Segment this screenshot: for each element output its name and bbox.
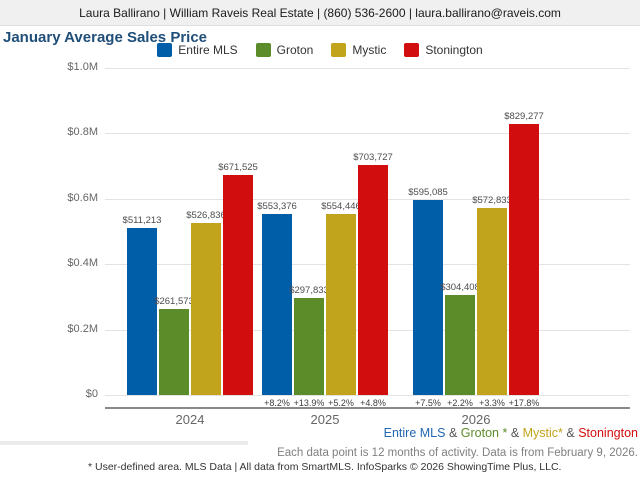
y-axis-tick-label: $0.8M (67, 126, 98, 138)
series-summary-segment: Groton * (460, 426, 508, 440)
bar-wrap: $526,836 (186, 210, 226, 395)
y-axis-tick-label: $1.0M (67, 61, 98, 73)
bar-wrap: $829,277 +17.8% (504, 111, 544, 408)
bar-groton-2026[interactable] (445, 295, 475, 395)
bar-stonington-2024[interactable] (223, 175, 253, 395)
bar-wrap: $703,727 +4.8% (353, 152, 393, 408)
legend-item-groton[interactable]: Groton (255, 43, 314, 57)
series-summary-segment: & (445, 426, 461, 440)
pct-change-label: +7.5% (415, 398, 441, 408)
data-note: Each data point is 12 months of activity… (277, 447, 638, 459)
legend-swatch (157, 43, 173, 57)
value-label: $829,277 (504, 111, 544, 122)
pct-change-label: +3.3% (479, 398, 505, 408)
bar-mystic-2026[interactable] (477, 208, 507, 395)
pct-change-label: +4.8% (360, 398, 386, 408)
y-axis-tick-label: $0.6M (67, 192, 98, 204)
legend-swatch (331, 43, 347, 57)
bar-wrap: $554,446 +5.2% (321, 201, 361, 408)
bar-wrap: $595,085 +7.5% (408, 187, 448, 408)
chart-bottom-edge (0, 441, 248, 445)
value-label: $261,573 (154, 296, 194, 307)
x-axis-label-2024: 2024 (175, 412, 205, 427)
contact-text: Laura Ballirano | William Raveis Real Es… (79, 5, 561, 20)
bar-wrap: $572,833 +3.3% (472, 195, 512, 408)
value-label: $671,525 (218, 162, 258, 173)
series-summary-segment: & (507, 426, 523, 440)
bar-wrap: $553,376 +8.2% (257, 201, 297, 408)
x-axis-label-2026: 2026 (461, 412, 491, 427)
bar-wrap: $671,525 (218, 162, 258, 395)
legend-label: Groton (276, 43, 314, 57)
pct-change-label: +5.2% (328, 398, 354, 408)
bar-mystic-2025[interactable] (326, 214, 356, 395)
legend-label: Mystic (352, 43, 387, 57)
value-label: $553,376 (257, 201, 297, 212)
y-axis-tick-label: $0 (85, 388, 98, 400)
gridline (105, 133, 630, 134)
series-summary-segment: & (562, 426, 579, 440)
x-axis-line (105, 407, 630, 409)
bar-mystic-2024[interactable] (191, 223, 221, 395)
legend-label: Stonington (425, 43, 483, 57)
y-axis-tick-label: $0.2M (67, 323, 98, 335)
pct-change-label: +8.2% (264, 398, 290, 408)
bar-group-2026: $595,085 +7.5% $304,408 +2.2% $572,833 +3.3% $… (408, 68, 544, 408)
y-axis-tick-label: $0.4M (67, 257, 98, 269)
page-title: January Average Sales Price (3, 29, 208, 46)
legend-item-entire-mls[interactable]: Entire MLS (157, 43, 238, 57)
legend-item-stonington[interactable]: Stonington (404, 43, 483, 57)
contact-header-bar: Laura Ballirano | William Raveis Real Es… (0, 0, 640, 26)
bar-stonington-2026[interactable] (509, 124, 539, 395)
series-summary-segment: Mystic* (522, 426, 563, 440)
bar-group-2024: $511,213 $261,573 $526,836 $671,525 (123, 68, 258, 395)
pct-change-label: +17.8% (508, 398, 540, 408)
gridline (105, 395, 630, 396)
bar-groton-2024[interactable] (159, 309, 189, 395)
value-label: $554,446 (321, 201, 361, 212)
legend-swatch (404, 43, 420, 57)
series-summary-segment: Entire MLS (383, 426, 446, 440)
bar-wrap: $304,408 +2.2% (440, 282, 480, 408)
bar-entire-mls-2025[interactable] (262, 214, 292, 395)
value-label: $703,727 (353, 152, 393, 163)
legend-label: Entire MLS (178, 43, 238, 57)
value-label: $572,833 (472, 195, 512, 206)
bar-group-2025: $553,376 +8.2% $297,833 +13.9% $554,446 +5.2%… (257, 68, 393, 408)
chart-legend: Entire MLS Groton Mystic Stonington (0, 41, 640, 59)
bar-groton-2025[interactable] (294, 298, 324, 395)
pct-change-label: +2.2% (447, 398, 473, 408)
x-axis-label-2025: 2025 (310, 412, 340, 427)
plot-area: $511,213 $261,573 $526,836 $671,525 $553,376… (105, 68, 630, 408)
bar-wrap: $297,833 +13.9% (289, 285, 329, 408)
bar-stonington-2025[interactable] (358, 165, 388, 395)
legend-swatch (255, 43, 271, 57)
value-label: $595,085 (408, 187, 448, 198)
value-label: $511,213 (122, 215, 162, 226)
bar-entire-mls-2026[interactable] (413, 200, 443, 395)
bar-wrap: $511,213 (123, 215, 161, 395)
legend-item-mystic[interactable]: Mystic (331, 43, 386, 57)
series-summary-segment: Stonington (578, 426, 638, 440)
bar-wrap: $261,573 (154, 296, 194, 395)
bar-entire-mls-2024[interactable] (127, 228, 157, 395)
pct-change-label: +13.9% (293, 398, 325, 408)
value-label: $297,833 (289, 285, 329, 296)
disclaimer-text: * User-defined area. MLS Data | All data… (88, 461, 562, 473)
value-label: $526,836 (186, 210, 226, 221)
series-summary-line: Entire MLS & Groton * & Mystic* & Stonin… (384, 426, 638, 440)
value-label: $304,408 (440, 282, 480, 293)
gridline (105, 68, 630, 69)
